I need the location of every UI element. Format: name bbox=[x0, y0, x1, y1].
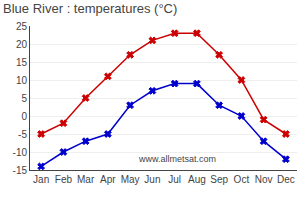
svg-text:May: May bbox=[121, 174, 140, 185]
svg-text:Oct: Oct bbox=[234, 174, 250, 185]
svg-text:Jul: Jul bbox=[168, 174, 181, 185]
svg-text:-5: -5 bbox=[18, 129, 27, 140]
svg-text:-10: -10 bbox=[13, 147, 28, 158]
svg-text:Blue River : temperatures (°C): Blue River : temperatures (°C) bbox=[3, 1, 177, 16]
svg-text:5: 5 bbox=[21, 93, 27, 104]
svg-text:Feb: Feb bbox=[55, 174, 73, 185]
svg-text:Dec: Dec bbox=[277, 174, 295, 185]
svg-text:10: 10 bbox=[16, 75, 28, 86]
svg-text:25: 25 bbox=[16, 21, 28, 32]
svg-text:-15: -15 bbox=[13, 165, 28, 176]
svg-text:15: 15 bbox=[16, 57, 28, 68]
svg-text:www.allmetsat.com: www.allmetsat.com bbox=[138, 154, 216, 164]
svg-text:Mar: Mar bbox=[77, 174, 95, 185]
svg-text:20: 20 bbox=[16, 39, 28, 50]
svg-text:Sep: Sep bbox=[210, 174, 228, 185]
svg-text:0: 0 bbox=[21, 111, 27, 122]
svg-text:Apr: Apr bbox=[100, 174, 116, 185]
svg-text:Jun: Jun bbox=[144, 174, 160, 185]
svg-text:Aug: Aug bbox=[188, 174, 206, 185]
svg-text:Nov: Nov bbox=[255, 174, 273, 185]
svg-text:Jan: Jan bbox=[33, 174, 49, 185]
